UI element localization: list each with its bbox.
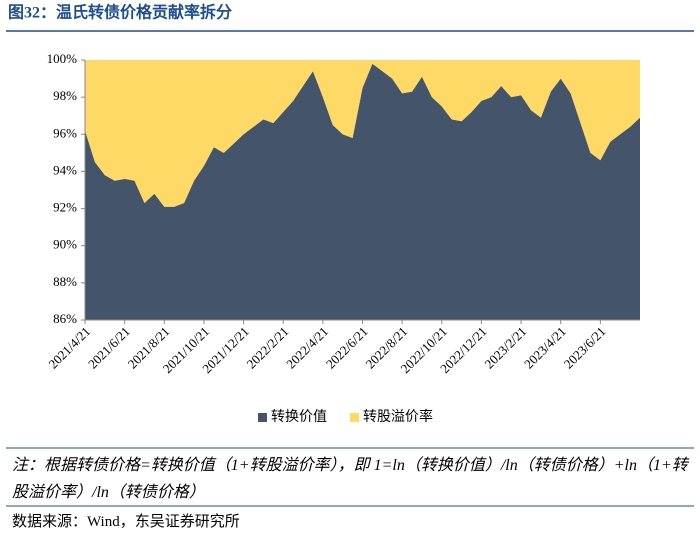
chart-title: 图32：温氏转债价格贡献率拆分	[8, 3, 232, 22]
legend-swatch	[350, 413, 359, 422]
legend-label: 转换价值	[271, 408, 327, 425]
y-tick-label: 96%	[53, 125, 77, 140]
source: 数据来源：Wind，东吴证券研究所	[12, 514, 240, 530]
y-tick-label: 94%	[53, 162, 77, 177]
legend-label: 转股溢价率	[363, 408, 433, 425]
y-tick-label: 100%	[47, 51, 78, 66]
area	[85, 60, 640, 207]
x-tick-label: 2023/2/21	[481, 324, 529, 372]
x-tick-label: 2021/6/21	[85, 324, 133, 372]
x-tick-label: 2022/2/21	[244, 324, 292, 372]
x-tick-label: 2021/4/21	[45, 324, 93, 372]
x-tick-label: 2022/4/21	[283, 324, 331, 372]
legend-swatch	[258, 413, 267, 422]
y-tick-label: 92%	[53, 200, 77, 215]
x-tick-label: 2022/6/21	[323, 324, 371, 372]
x-tick-label: 2023/6/21	[561, 324, 609, 372]
y-tick-label: 86%	[53, 311, 77, 326]
note: 注：根据转债价格=转换价值（1+转股溢价率），即 1=ln（转换价值）/ln（转…	[12, 457, 688, 501]
y-tick-label: 88%	[53, 274, 77, 289]
x-tick-label: 2023/4/21	[521, 324, 569, 372]
y-tick-label: 98%	[53, 88, 77, 103]
area	[85, 63, 640, 320]
y-tick-label: 90%	[53, 237, 77, 252]
